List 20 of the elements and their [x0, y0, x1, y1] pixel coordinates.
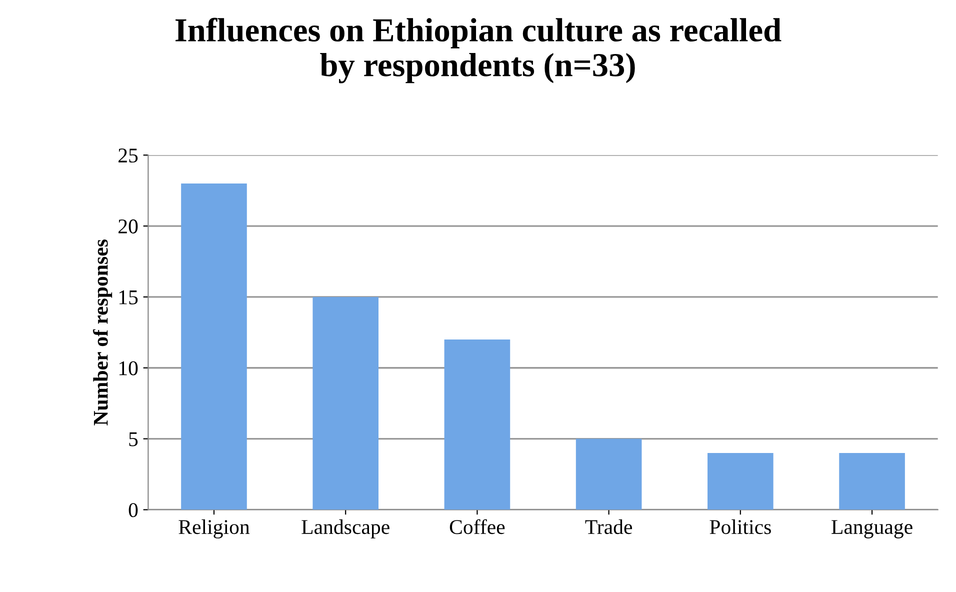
x-tick-label: Religion	[178, 519, 250, 538]
bar	[839, 452, 905, 510]
chart-title: Influences on Ethiopian culture as recalled by respondents (n=33)	[176, 18, 782, 84]
bar	[576, 438, 642, 510]
x-tick-label: Landscape	[302, 519, 390, 538]
bar	[312, 296, 378, 510]
bar	[708, 452, 774, 510]
y-tick-label: 20	[118, 219, 138, 234]
x-tick-label: Politics	[710, 519, 771, 534]
y-axis-title: Number of responses	[92, 240, 112, 426]
x-tick-label: Language	[832, 520, 912, 538]
bar	[444, 340, 510, 510]
x-tick-label: Trade	[585, 519, 632, 534]
y-tick-label: 5	[129, 432, 138, 446]
x-tick-label: Coffee	[450, 519, 505, 534]
y-tick-label: 0	[128, 503, 138, 518]
y-tick-label: 15	[119, 290, 138, 304]
bar	[181, 183, 247, 510]
y-tick-label: 10	[119, 361, 138, 376]
y-tick-label: 25	[118, 148, 138, 163]
